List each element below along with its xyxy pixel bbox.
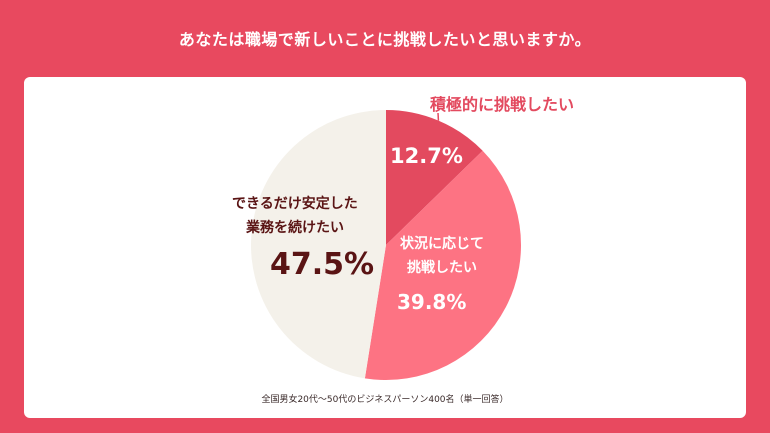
slice-label-situational-line-1: 状況に応じて (400, 236, 484, 252)
pie-slice-situational-challenge (364, 150, 521, 380)
pie-chart (251, 110, 521, 380)
survey-note: 全国男女20代〜50代のビジネスパーソン400名（単一回答） (261, 395, 509, 405)
slice-value-situational: 39.8% (397, 290, 467, 314)
chart-card: 積極的に挑戦したい 12.7% 状況に応じて 挑戦したい 39.8% できるだけ… (24, 77, 746, 418)
slice-label-active-challenge: 積極的に挑戦したい (430, 95, 575, 114)
slice-label-stable-line-2: 業務を続けたい (246, 220, 344, 236)
pie-slice-active-challenge (386, 110, 483, 245)
slice-label-stable-line-1: できるだけ安定した (232, 196, 358, 212)
slice-value-active-challenge: 12.7% (390, 144, 463, 168)
slice-value-stable: 47.5% (270, 247, 375, 282)
pie-slice-stable-work (251, 110, 386, 379)
chart-title: あなたは職場で新しいことに挑戦したいと思いますか。 (178, 30, 592, 49)
slice-label-situational-line-2: 挑戦したい (407, 260, 477, 276)
